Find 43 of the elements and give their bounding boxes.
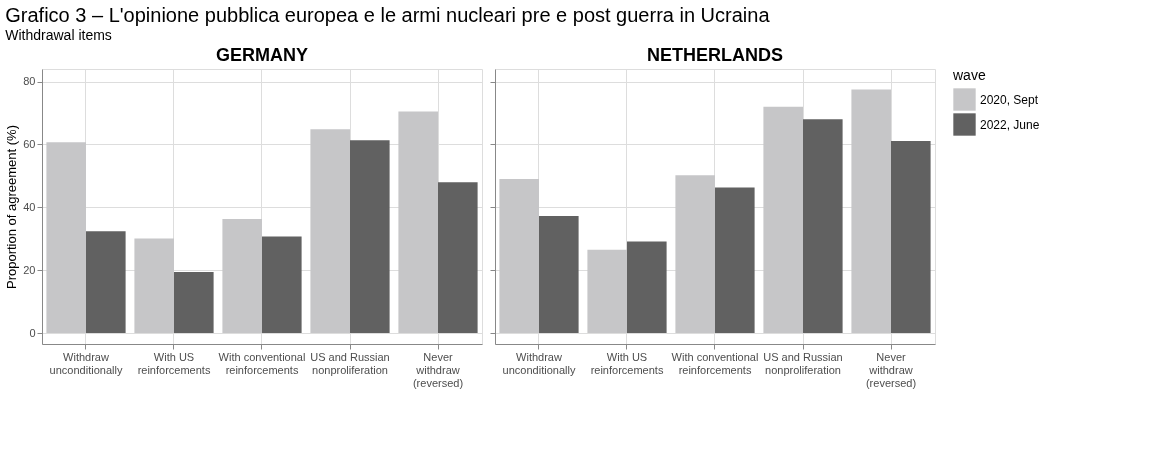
bar: [134, 238, 174, 333]
bar: [539, 216, 579, 333]
legend-title: wave: [952, 67, 986, 83]
text: Grafico 3 – L'opinione pubblica europea e le armi nucleari pre e post guerra in Ucraina: [5, 3, 771, 26]
bar: [499, 179, 539, 333]
bar: [222, 218, 262, 333]
y-tick-label: 40: [23, 200, 36, 213]
bar: [891, 140, 931, 333]
x-tick-label: Withdraw unconditionally: [502, 350, 576, 376]
bar: [310, 129, 350, 333]
y-axis-title: Proportion of agreement (%): [4, 124, 20, 290]
y-tick-label: 20: [23, 263, 36, 276]
bar: [627, 241, 667, 333]
y-tick-label: 80: [23, 75, 36, 88]
chart-title: GERMANY: [215, 45, 309, 65]
x-tick-label: US and Russian nonproliferation: [763, 350, 843, 376]
bar: [350, 140, 390, 333]
bar: [587, 249, 627, 333]
y-tick-label: 60: [23, 137, 36, 150]
bar: [851, 89, 891, 333]
chart-title: NETHERLANDS: [646, 45, 784, 65]
bar: [262, 236, 302, 333]
x-tick-label: Withdraw unconditionally: [49, 350, 123, 376]
x-tick-label: With conventional reinforcements: [218, 350, 306, 376]
legend-label: 2022, June: [980, 117, 1040, 132]
legend-label: 2020, Sept: [980, 92, 1039, 107]
bar: [46, 142, 86, 333]
bar: [803, 119, 843, 333]
x-tick-label: Never withdraw (reversed): [412, 350, 464, 389]
bar: [675, 175, 715, 333]
x-tick-label: With US reinforcements: [137, 350, 211, 376]
text: Withdrawal items: [5, 26, 112, 43]
x-tick-label: US and Russian nonproliferation: [310, 350, 390, 376]
x-tick-label: With US reinforcements: [590, 350, 664, 376]
bar: [86, 231, 126, 333]
bar: [763, 106, 803, 333]
y-tick-label: 0: [29, 326, 36, 339]
bar: [174, 272, 214, 333]
x-tick-label: Never withdraw (reversed): [865, 350, 917, 389]
bar: [398, 111, 438, 333]
bar: [438, 182, 478, 333]
bar: [715, 187, 755, 333]
x-tick-label: With conventional reinforcements: [671, 350, 759, 376]
